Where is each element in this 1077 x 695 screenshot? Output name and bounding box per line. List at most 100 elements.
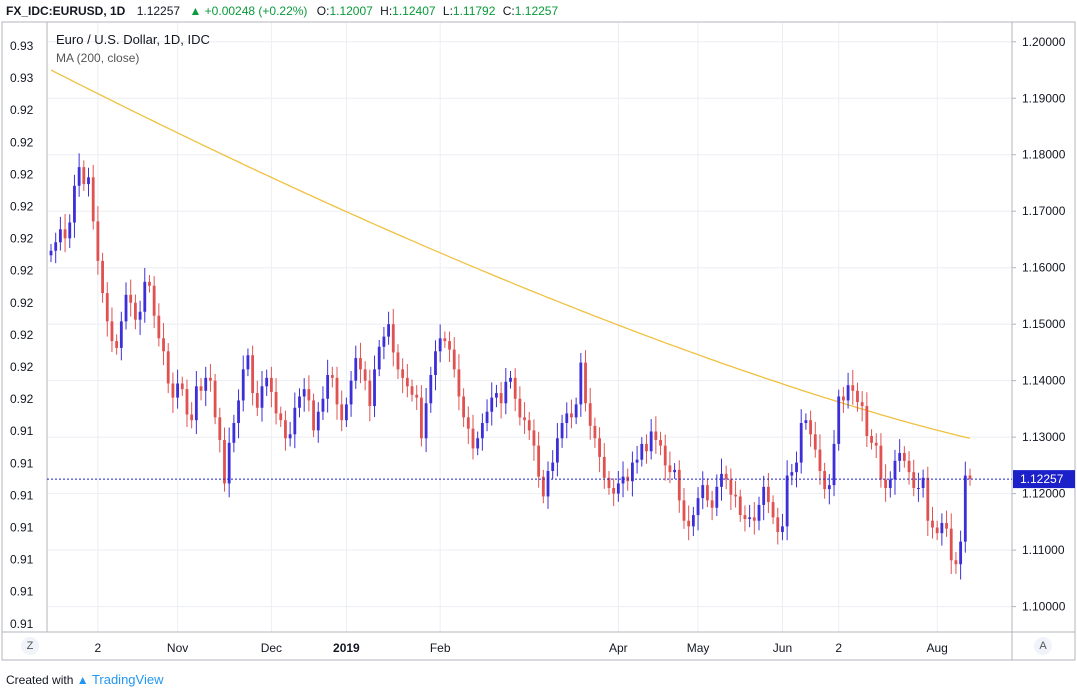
candle-body [171,383,175,398]
candle-body [260,386,264,408]
candle-body [593,425,597,439]
candle-body [176,383,180,398]
open-label: O: [316,4,330,18]
candle-body [734,494,737,497]
candle-body [185,389,189,415]
candle-body [133,302,137,320]
candle-body [527,420,531,431]
right-tick-label: 1.10000 [1022,600,1066,614]
indicator-legend[interactable]: MA (200, close) [56,51,139,65]
left-tick-label: 0.92 [10,103,34,117]
candle-body [274,391,278,414]
candle-body [335,377,339,405]
candle-body [363,369,367,381]
right-tick-label: 1.16000 [1022,261,1066,275]
candle-body [396,352,400,370]
time-axis[interactable]: 2 Nov Dec 2019 Feb Apr May Jun 2 Aug [95,641,948,655]
candle-body [860,402,864,407]
left-tick-label: 0.91 [10,488,34,502]
candle-body [438,338,442,352]
candle-body [654,431,658,440]
time-tick-label: Nov [167,641,188,655]
candle-body [251,355,255,394]
low-label: L: [442,4,453,18]
candle-body [715,486,719,508]
candle-body [968,475,972,479]
candle-body [58,229,62,243]
up-arrow-icon: ▲ [189,4,202,18]
candle-body [959,541,963,565]
candle-body [504,381,508,404]
candle-body [124,294,128,322]
candle-body [902,452,906,461]
candle-body [870,436,873,443]
candle-body [795,462,798,473]
left-tick-label: 0.92 [10,392,34,406]
candle-body [316,411,320,431]
candle-body [874,442,878,446]
candle-body [851,385,855,391]
candle-body [696,498,700,516]
open-value: 1.12007 [329,4,373,18]
candle-body [119,321,123,348]
candle-body [115,341,119,348]
left-tick-label: 0.91 [10,424,34,438]
auto-scale-button[interactable]: A [1034,637,1052,655]
right-tick-label: 1.18000 [1022,148,1066,162]
candle-body [757,504,761,521]
candle-body [199,386,203,391]
time-tick-label: Dec [261,641,282,655]
candle-body [804,420,808,424]
candle-body [279,413,283,421]
candle-body [588,403,592,426]
candle-body [706,485,709,501]
candle-body [818,449,822,472]
candle-body [963,475,967,542]
right-price-axis[interactable]: 1.20000 1.19000 1.18000 1.17000 1.16000 1.150… [1012,35,1066,614]
candle-body [349,380,353,405]
left-tick-label: 0.92 [10,264,34,278]
left-tick-label: 0.93 [10,39,34,53]
candle-body [232,423,236,443]
candle-body [837,396,841,444]
candle-body [495,393,498,398]
tradingview-logo-icon: ▲ [76,673,89,687]
candle-body [635,459,639,463]
candle-body [729,479,733,495]
high-value: 1.12407 [392,4,436,18]
candle-body [645,443,648,452]
candle-body [940,522,944,534]
left-price-axis[interactable]: 0.93 0.93 0.92 0.92 0.92 0.92 0.92 0.92 0.92 0.92… [10,39,34,631]
candle-body [410,386,414,395]
left-tick-label: 0.91 [10,585,34,599]
candle-body [485,411,489,424]
candle-body [752,517,756,521]
candle-body [701,485,705,499]
candle-body [954,560,958,565]
candle-body [377,346,381,370]
last-price-line-layer: 1.12257 [47,470,1075,489]
left-tick-label: 0.91 [10,553,34,567]
candle-body [471,428,475,449]
price-chart[interactable]: 0.93 0.93 0.92 0.92 0.92 0.92 0.92 0.92 0.92 0.92… [0,0,1077,670]
candle-body [677,469,681,501]
candle-body [616,483,620,494]
candle-body [649,431,653,452]
time-tick-label: 2 [835,641,842,655]
tradingview-link[interactable]: TradingView [91,672,164,687]
right-tick-label: 1.13000 [1022,430,1066,444]
candle-body [785,475,789,527]
time-tick-label: Aug [926,641,947,655]
candle-body [555,438,559,463]
candle-body [738,496,742,516]
candle-body [462,396,466,418]
candle-body [157,315,161,339]
zoom-reset-button[interactable]: Z [21,637,39,655]
candle-body [452,349,456,370]
candle-body [480,423,484,439]
candle-body [541,476,545,497]
candle-body [846,385,850,401]
candle-body [612,487,616,494]
symbol-name[interactable]: FX_IDC:EURUSD, 1D [6,4,126,18]
left-tick-label: 0.92 [10,360,34,374]
